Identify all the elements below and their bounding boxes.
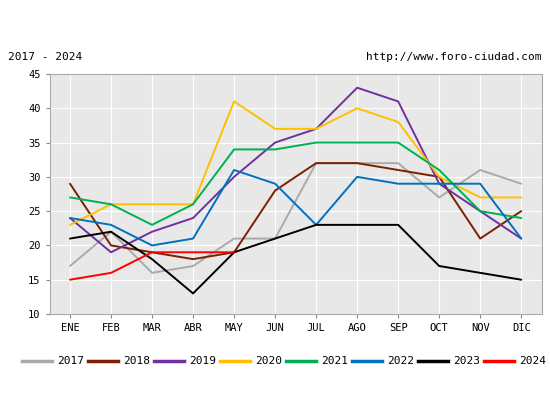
Text: 2021: 2021: [321, 356, 348, 366]
Text: 2022: 2022: [387, 356, 414, 366]
Text: 2017 - 2024: 2017 - 2024: [8, 52, 82, 62]
Text: 2019: 2019: [189, 356, 216, 366]
Text: Evolucion del paro registrado en Benicolet: Evolucion del paro registrado en Benicol…: [91, 14, 459, 28]
Text: 2024: 2024: [519, 356, 546, 366]
Text: http://www.foro-ciudad.com: http://www.foro-ciudad.com: [366, 52, 542, 62]
Text: 2017: 2017: [57, 356, 84, 366]
Text: 2023: 2023: [453, 356, 480, 366]
Text: 2020: 2020: [255, 356, 282, 366]
Text: 2018: 2018: [123, 356, 150, 366]
